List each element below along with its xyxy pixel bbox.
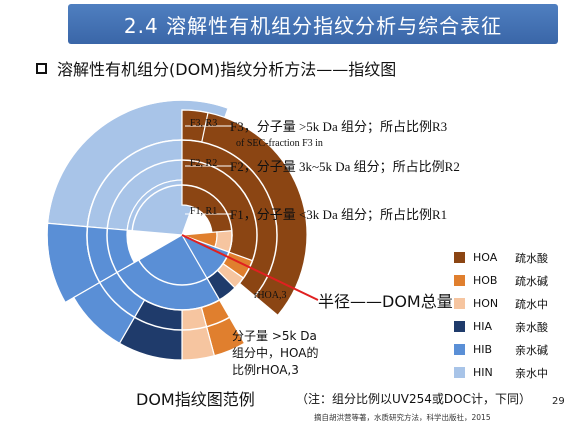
legend-swatch — [454, 367, 465, 378]
r1-annotation: F1，分子量 <3k Da 组分；所占比例R1 — [230, 207, 448, 222]
ring-outline — [106, 159, 258, 311]
legend-name: 疏水碱 — [515, 274, 548, 288]
slide-title-bar: 2.4 溶解性有机组分指纹分析与综合表征 — [68, 4, 558, 44]
legend-code: HIB — [473, 343, 493, 356]
subtitle-line: 溶解性有机组分(DOM)指纹分析方法——指纹图 — [36, 56, 396, 80]
subtitle: 溶解性有机组分(DOM)指纹分析方法——指纹图 — [57, 60, 397, 79]
square-bullet-icon — [36, 62, 47, 74]
legend-code: HIN — [473, 366, 493, 379]
r2-tag: F2, R2 — [190, 158, 218, 169]
legend-name: 亲水中 — [515, 366, 548, 380]
hoa-outer-segment — [181, 109, 308, 317]
hoa-line-2: 组分中，HOA的 — [232, 346, 319, 360]
bottom-note: （注：组分比例以UV254或DOC计，下同） — [296, 392, 531, 406]
legend: HOA 疏水酸 HOB 疏水碱 HON 疏水中 HIA 亲水酸 HIB 亲水碱 … — [454, 246, 548, 384]
r3-annotation: F3，分子量 >5k Da 组分；所占比例R3 — [230, 119, 448, 134]
r3-tag: F3, R3 — [190, 118, 218, 129]
legend-item: HIN 亲水中 — [454, 361, 548, 384]
legend-swatch — [454, 344, 465, 355]
legend-swatch — [454, 252, 465, 263]
legend-item: HIB 亲水碱 — [454, 338, 548, 361]
slide-title: 2.4 溶解性有机组分指纹分析与综合表征 — [123, 13, 503, 38]
legend-name: 亲水碱 — [515, 343, 548, 357]
source-citation: 摘自胡洪营等著，水质研究方法，科学出版社，2015 — [314, 413, 491, 422]
legend-name: 疏水中 — [515, 297, 548, 311]
legend-swatch — [454, 298, 465, 309]
legend-name: 亲水酸 — [515, 320, 548, 334]
rhoa3-tag: rHOA,3 — [254, 290, 287, 301]
legend-item: HOB 疏水碱 — [454, 269, 548, 292]
radius-label-text: 半径——DOM总量 — [318, 292, 453, 311]
page-number: 29 — [552, 396, 565, 407]
radius-label: 半径——DOM总量 — [318, 288, 453, 312]
legend-code: HOA — [473, 251, 498, 264]
ring-outline — [46, 99, 318, 371]
legend-code: HOB — [473, 274, 498, 287]
bottom-title: DOM指纹图范例 — [136, 390, 255, 409]
legend-code: HIA — [473, 320, 493, 333]
legend-swatch — [454, 321, 465, 332]
radius-line — [181, 234, 319, 301]
hoa-line-3: 比例rHOA,3 — [232, 363, 299, 377]
r3-subnote: of SEC-fraction F3 in — [236, 138, 323, 149]
legend-item: HOA 疏水酸 — [454, 246, 548, 269]
hoa-annotation: 分子量 >5k Da 组分中，HOA的 比例rHOA,3 — [232, 328, 318, 379]
legend-item: HIA 亲水酸 — [454, 315, 548, 338]
hoa-line-1: 分子量 >5k Da — [232, 329, 317, 343]
legend-item: HON 疏水中 — [454, 292, 548, 315]
ring-outline — [131, 184, 233, 286]
r2-annotation: F2，分子量 3k~5k Da 组分；所占比例R2 — [230, 159, 460, 174]
legend-name: 疏水酸 — [515, 251, 548, 265]
legend-code: HON — [473, 297, 499, 310]
r1-tag: F1, R1 — [190, 206, 218, 217]
ring-outline — [86, 139, 278, 331]
legend-swatch — [454, 275, 465, 286]
